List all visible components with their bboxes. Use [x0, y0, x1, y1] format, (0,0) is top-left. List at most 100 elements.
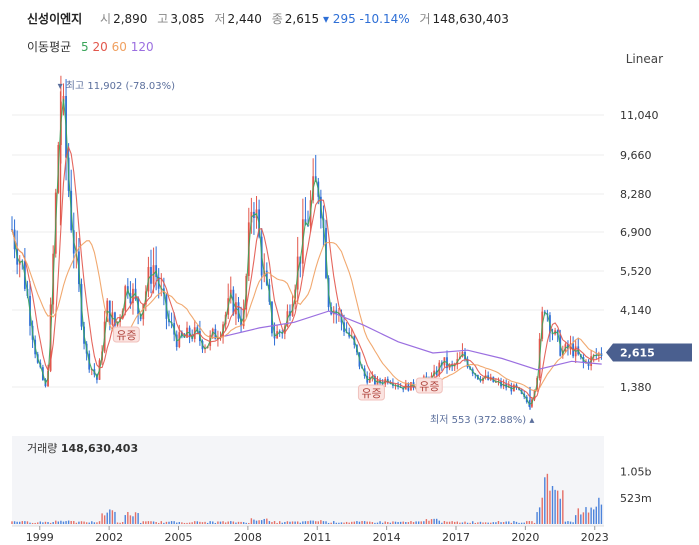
ma-60-line: [11, 229, 602, 392]
volume-bar: [384, 521, 386, 524]
volume-bar: [176, 522, 178, 524]
volume-bar: [299, 522, 301, 524]
volume-bar: [387, 522, 389, 524]
volume-bar: [407, 522, 410, 524]
volume-bar: [538, 507, 541, 524]
volume-bar: [317, 521, 319, 524]
volume-bar: [361, 521, 363, 524]
price-axis: 11,040 9,660 8,280 6,900 5,520 4,140 1,380: [620, 109, 659, 394]
volume-bar: [495, 522, 497, 524]
volume-bar: [237, 521, 240, 524]
close-value: 2,615: [284, 12, 320, 26]
volume-bar: [127, 511, 129, 524]
volume-bar: [80, 521, 83, 524]
volume-bar: [142, 521, 144, 524]
volume-bar: [158, 522, 160, 524]
volume-bar: [353, 521, 356, 524]
volume-bar: [284, 521, 286, 524]
volume-bar: [44, 521, 47, 524]
volume-bar: [430, 519, 433, 524]
time-tick-label: 2017: [442, 531, 470, 544]
close-label: 종: [271, 12, 283, 26]
volume-bar: [78, 521, 80, 524]
ma-20-label[interactable]: 20: [92, 40, 108, 54]
volume-bar: [134, 512, 137, 524]
change-value: ▾ 295 -10.14%: [322, 12, 410, 26]
volume-bar: [109, 509, 111, 524]
ma-5-label[interactable]: 5: [81, 40, 89, 54]
price-tick-label: 8,280: [620, 188, 652, 201]
volume-label: 거: [419, 12, 431, 26]
volume-bar: [11, 521, 13, 524]
volume-bar: [533, 522, 536, 524]
volume-bar: [21, 521, 23, 524]
scale-toggle-button[interactable]: Linear: [625, 52, 663, 66]
open-value: 2,890: [113, 12, 148, 26]
volume-bar: [271, 522, 273, 524]
volume-bar: [206, 522, 209, 524]
volume-bar: [304, 521, 307, 524]
volume-bar: [435, 518, 438, 524]
candle-body: [600, 353, 603, 357]
volume-bar: [49, 522, 52, 524]
volume-bar: [224, 522, 227, 524]
volume-bar: [340, 522, 343, 524]
volume-bar: [170, 521, 173, 524]
volume-bar: [497, 521, 500, 524]
volume-bar: [139, 522, 142, 524]
volume-bar: [502, 522, 505, 524]
volume-bar: [351, 521, 353, 524]
volume-bar: [363, 521, 366, 524]
volume-bar: [103, 515, 106, 524]
high-value: 3,085: [170, 12, 205, 26]
volume-panel-bg: [12, 436, 604, 526]
ma-120-label[interactable]: 120: [130, 40, 154, 54]
rights-issue-badge: [357, 384, 385, 401]
volume-bar: [212, 521, 214, 524]
time-tick-label: 2014: [373, 531, 401, 544]
volume-bar: [587, 512, 590, 524]
volume-bar: [34, 522, 36, 524]
volume-bar: [446, 521, 448, 524]
volume-bar: [585, 507, 587, 524]
volume-bar: [42, 522, 44, 524]
volume-bar: [163, 522, 165, 524]
ma-60-label[interactable]: 60: [111, 40, 127, 54]
volume-bar: [484, 522, 487, 524]
volume-bar: [160, 521, 162, 524]
volume-bar: [523, 522, 525, 524]
volume-bar: [582, 512, 585, 524]
volume-bar: [402, 521, 404, 524]
volume-bar: [29, 522, 31, 524]
volume-bar: [232, 521, 235, 524]
volume-bar: [201, 522, 204, 524]
volume-bar: [381, 522, 384, 524]
volume-bar: [379, 521, 381, 524]
volume-bar: [428, 520, 430, 524]
volume-bar: [333, 521, 335, 524]
volume-bar: [531, 521, 533, 524]
volume-bar: [147, 521, 150, 524]
volume-bar: [482, 522, 484, 524]
time-tick-label: 2011: [303, 531, 331, 544]
volume-bar: [335, 522, 338, 524]
volume-bar: [258, 520, 260, 524]
volume-bar: [39, 521, 42, 524]
volume-bar: [52, 522, 54, 524]
time-axis: 1999 2002 2005 2008 2011 2014 2017 2020 2023: [12, 525, 609, 544]
volume-bar: [250, 518, 253, 524]
volume-bar: [536, 512, 538, 524]
volume-tick-label: 1.05b: [620, 466, 651, 479]
volume-bar: [150, 521, 152, 524]
current-price-label: 2,615: [620, 347, 655, 360]
volume-bar: [366, 521, 368, 524]
volume-bar: [121, 522, 124, 524]
volume-bar: [554, 489, 556, 524]
volume-bar: [472, 521, 474, 524]
volume-bar: [289, 521, 291, 524]
volume-bar: [441, 522, 443, 524]
volume-bar: [106, 512, 108, 524]
volume-bar: [273, 521, 276, 524]
volume-bar: [116, 522, 119, 524]
